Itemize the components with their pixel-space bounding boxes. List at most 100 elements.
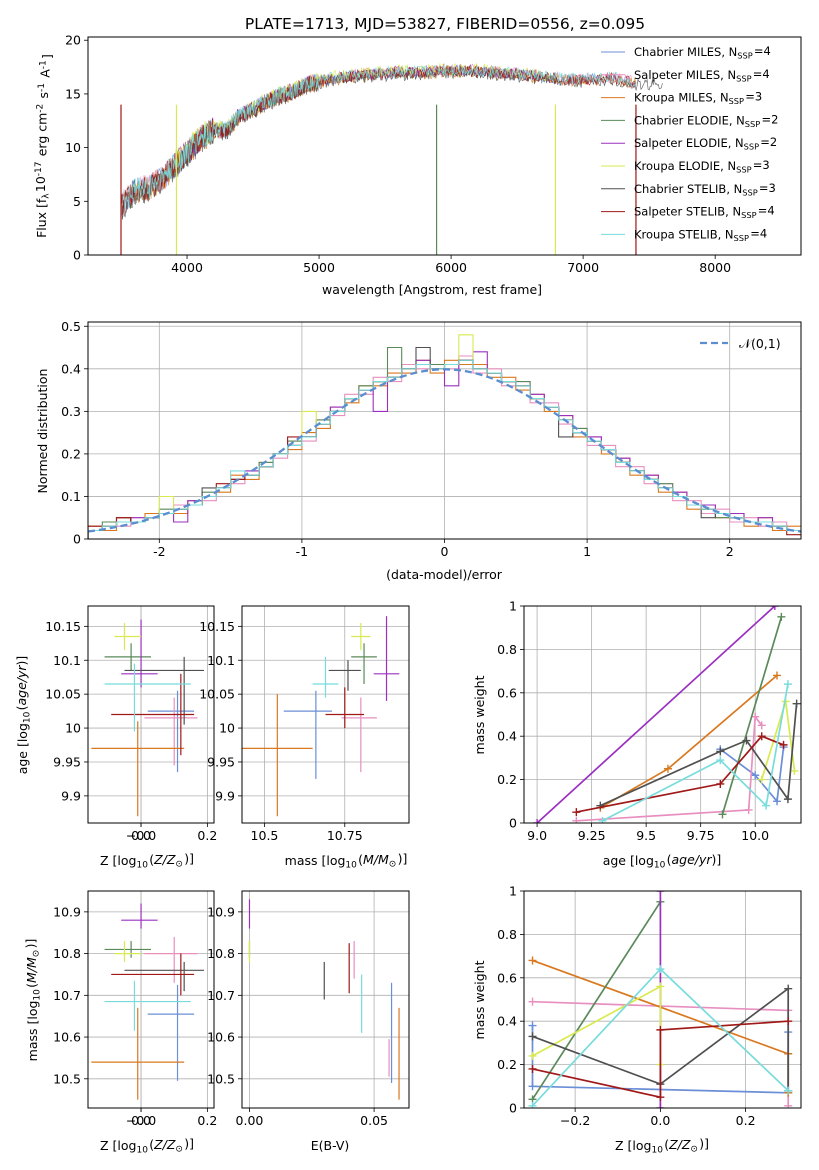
y-tick-label: 9.95: [207, 754, 235, 769]
x-tick-label: 0.00: [236, 1113, 264, 1128]
weight-marker: [762, 801, 771, 810]
spectrum-line: [173, 63, 557, 176]
x-tick-label: 9.75: [687, 828, 715, 843]
x-tick-label: 10.5: [251, 828, 279, 843]
x-tick-label: 0.0: [650, 1113, 670, 1128]
weight-line: [602, 683, 789, 822]
weight-marker: [718, 810, 727, 819]
plot-area: [242, 616, 400, 817]
x-tick-label: 8000: [699, 260, 731, 275]
weight-marker: [663, 764, 672, 773]
y-tick-label: 0.8: [497, 927, 517, 942]
y-tick-label: 0: [73, 248, 81, 263]
y-tick-label: 9.9: [215, 788, 235, 803]
y-tick-label: 1: [509, 884, 517, 899]
plot-frame: [87, 321, 802, 540]
x-tick-label: 0.2: [197, 828, 217, 843]
weight-marker: [596, 801, 605, 810]
x-tick-label: −0.2: [560, 1113, 590, 1128]
weight-marker: [770, 606, 779, 610]
y-tick-label: 15: [65, 86, 81, 101]
x-tick-label: 6000: [435, 260, 467, 275]
legend-label: Salpeter MILES, NSSP =4: [634, 67, 770, 83]
plot-area: [91, 903, 205, 1100]
x-tick-label: 0.05: [360, 1113, 388, 1128]
weight-marker: [784, 984, 793, 993]
x-axis-label: wavelength [Angstrom, rest frame]: [322, 282, 542, 297]
y-tick-label: 0: [509, 1101, 517, 1116]
plot-background: [242, 891, 409, 1108]
x-tick-label: 10.0: [741, 828, 769, 843]
y-tick-label: 0.5: [61, 319, 81, 334]
x-axis-label: (data-model)/error: [386, 567, 503, 582]
figure-title: PLATE=1713, MJD=53827, FIBERID=0556, z=0…: [245, 15, 645, 33]
plot-area: [528, 891, 793, 1108]
weight-marker: [528, 1064, 537, 1073]
y-tick-label: 0.2: [61, 446, 81, 461]
weight-line: [536, 606, 776, 823]
y-tick-label: 0.2: [497, 772, 517, 787]
weight-marker: [757, 732, 766, 741]
grid-lines: [524, 605, 801, 824]
weight-marker: [784, 1086, 793, 1095]
y-tick-label: 10.1: [53, 653, 81, 668]
x-tick-label: 2: [726, 544, 734, 559]
plot-area: [120, 63, 663, 255]
weight-marker: [572, 808, 581, 817]
plot-area: [88, 334, 801, 539]
plot-panel-mass_vs_EBV: 0.00 0.05 10.5 10.6 10.7 10.8 10.9: [207, 890, 410, 1128]
legend-label: Kroupa STELIB, NSSP =4: [634, 226, 767, 242]
weight-marker: [783, 795, 792, 804]
y-tick-label: 10.8: [53, 946, 81, 961]
y-tick-label: 9.9: [61, 788, 81, 803]
y-tick-label: 0.6: [497, 685, 517, 700]
x-tick-label: 0.0: [131, 828, 151, 843]
plot-area: [91, 619, 205, 817]
weight-marker: [656, 891, 665, 895]
y-tick-label: 10.7: [53, 988, 81, 1003]
y-axis-label: mass [log10 (M/M⊙ )]: [23, 939, 43, 1062]
weight-line: [576, 714, 763, 822]
y-tick-label: 10.9: [53, 904, 81, 919]
y-tick-label: 10.9: [207, 904, 235, 919]
y-tick-label: 1: [509, 599, 517, 614]
plot-frame: [87, 36, 802, 256]
x-tick-label: 0.0: [131, 1113, 151, 1128]
weight-marker: [777, 612, 786, 621]
x-tick-label: 10.75: [327, 828, 363, 843]
weight-marker: [656, 1025, 665, 1034]
plot-frame: [523, 605, 802, 824]
x-tick-label: 9.0: [527, 828, 547, 843]
x-tick-label: −0.0: [126, 828, 156, 843]
plot-panel-spectrum: 4000 5000 6000 7000 8000 0 5 10 15 20: [65, 33, 802, 275]
plot-panel-mass_vs_Z: −0.00.0 0.2 10.5 10.6 10.7 10.8 10.9: [53, 890, 217, 1128]
legend-label: Kroupa MILES, NSSP =3: [634, 90, 762, 106]
weight-marker: [656, 965, 665, 974]
x-tick-label: 0: [441, 544, 449, 559]
x-tick-label: 0.2: [736, 1113, 756, 1128]
weight-line: [721, 616, 783, 815]
y-tick-label: 0.1: [61, 489, 81, 504]
weight-marker: [757, 775, 766, 784]
y-tick-label: 0.4: [497, 729, 517, 744]
weight-marker: [528, 1051, 537, 1060]
y-tick-label: 10.15: [45, 619, 81, 634]
y-axis-label: mass weight: [472, 675, 487, 754]
y-tick-label: 0.6: [497, 970, 517, 985]
plot-panel-weight_vs_age: 9.0 9.25 9.5 9.75 10.0 0 0.2 0.4 0.6 0.8 1: [497, 599, 802, 843]
normal-curve: [88, 368, 801, 533]
weight-marker: [572, 816, 581, 823]
weight-marker: [716, 756, 725, 765]
plot-frame: [523, 890, 802, 1109]
plot-panel-weight_vs_Z: −0.2 0.0 0.2 0 0.2 0.4 0.6 0.8 1: [497, 884, 802, 1128]
plot-panel-residuals: -2 -1 0 1 2 0 0.1 0.2 0.3 0.4 0.5: [61, 319, 802, 559]
y-tick-label: 10.15: [199, 619, 235, 634]
y-tick-label: 10: [65, 140, 81, 155]
weight-marker: [773, 797, 782, 806]
plot-frame: [87, 605, 215, 824]
weight-marker: [742, 736, 751, 745]
legend-label: Kroupa ELODIE, NSSP =3: [634, 158, 770, 174]
x-tick-label: 7000: [567, 260, 599, 275]
x-tick-label: 0.2: [197, 1113, 217, 1128]
